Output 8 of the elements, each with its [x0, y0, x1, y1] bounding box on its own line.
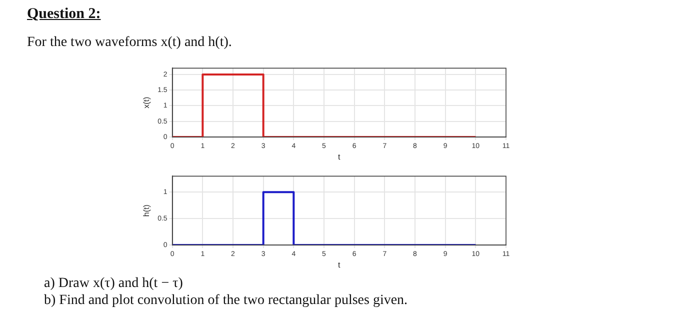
x-axis-title: t: [338, 152, 342, 162]
x-axis-title: t: [338, 260, 342, 270]
text: b) Find and plot convolution of the two rectangular pulses given.: [44, 292, 408, 309]
text: a) Draw x(τ) and h(t − τ): [44, 275, 184, 292]
y-axis-title: h(t): [142, 204, 152, 217]
chart-subtitle: For the two waveforms x(t) and h(t).: [27, 35, 232, 51]
chart-title: Question 2:: [27, 6, 102, 23]
y-axis-title: x(t): [142, 96, 152, 108]
